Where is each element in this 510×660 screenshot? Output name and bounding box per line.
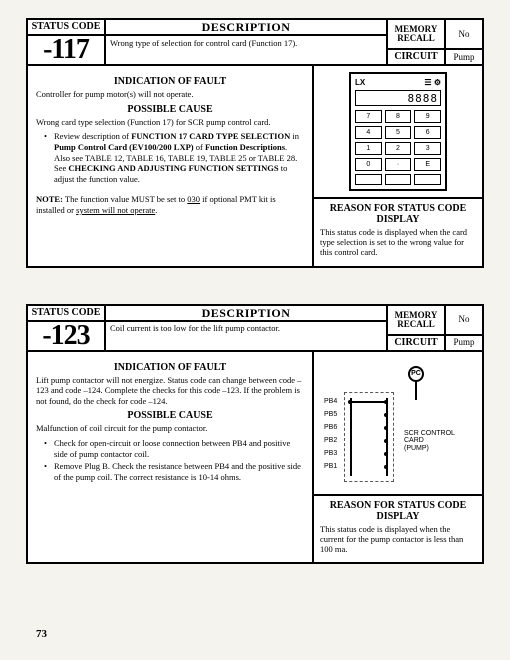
pb6-label: PB6 (324, 424, 337, 431)
left-column: INDICATION OF FAULT Controller for pump … (28, 66, 312, 266)
keypad-brand: LX (355, 78, 365, 87)
pb4-label: PB4 (324, 398, 337, 405)
pb1-label: PB1 (324, 463, 337, 470)
reason-text: This status code is displayed when the c… (320, 227, 476, 258)
keypad-fn-key (355, 174, 382, 185)
keypad-key: 4 (355, 126, 382, 139)
card-body: INDICATION OF FAULT Lift pump contactor … (28, 352, 482, 563)
pb5-label: PB5 (324, 411, 337, 418)
right-column: LX ☰ ⚙ 8888 7 8 9 4 5 6 1 2 3 0 (312, 66, 482, 266)
cause-bullet-1: Check for open-circuit or loose connecti… (54, 438, 304, 459)
spacer (106, 336, 388, 352)
memory-recall-label: MEMORY RECALL (388, 306, 446, 336)
right-column: PC PB4 PB5 PB6 PB2 PB3 PB1 SCR (312, 352, 482, 563)
keypad-key: 6 (414, 126, 441, 139)
pb2-label: PB2 (324, 437, 337, 444)
keypad-key: 2 (385, 142, 412, 155)
status-code-value: -123 (28, 322, 106, 352)
cause-bullet-1: Review description of FUNCTION 17 CARD T… (54, 131, 304, 184)
cause-bullet-2: Remove Plug B. Check the resistance betw… (54, 461, 304, 482)
keypad-key: 1 (355, 142, 382, 155)
indication-of-fault-title: INDICATION OF FAULT (36, 362, 304, 373)
memory-recall-value: No (446, 306, 482, 336)
fault-text: Controller for pump motor(s) will not op… (36, 89, 304, 100)
keypad-icon-glyph: ☰ ⚙ (424, 78, 441, 87)
keypad-key: 0 (355, 158, 382, 171)
circuit-label: CIRCUIT (388, 50, 446, 66)
description-label: DESCRIPTION (106, 20, 388, 36)
keypad-diagram: LX ☰ ⚙ 8888 7 8 9 4 5 6 1 2 3 0 (314, 66, 482, 197)
possible-cause-title: POSSIBLE CAUSE (36, 410, 304, 421)
left-column: INDICATION OF FAULT Lift pump contactor … (28, 352, 312, 563)
keypad-fn-key (414, 174, 441, 185)
keypad-key: 3 (414, 142, 441, 155)
circuit-value: Pump (446, 50, 482, 66)
card-body: INDICATION OF FAULT Controller for pump … (28, 66, 482, 266)
card-header: STATUS CODE DESCRIPTION MEMORY RECALL No… (28, 306, 482, 352)
note: NOTE: The function value MUST be set to … (36, 194, 304, 215)
status-card-117: STATUS CODE DESCRIPTION MEMORY RECALL No… (26, 18, 484, 268)
keypad-lcd: 8888 (355, 90, 441, 106)
reason-text: This status code is displayed when the c… (320, 524, 476, 555)
keypad-key: 5 (385, 126, 412, 139)
fault-text: Lift pump contactor will not energize. S… (36, 375, 304, 407)
ladder-icon: PC PB4 PB5 PB6 PB2 PB3 PB1 SCR (320, 358, 476, 488)
spacer (106, 50, 388, 66)
indication-of-fault-title: INDICATION OF FAULT (36, 76, 304, 87)
circuit-value: Pump (446, 336, 482, 352)
memory-recall-value: No (446, 20, 482, 50)
description-text: Coil current is too low for the lift pum… (106, 322, 388, 336)
reason-title: REASON FOR STATUS CODE DISPLAY (320, 203, 476, 225)
status-card-123: STATUS CODE DESCRIPTION MEMORY RECALL No… (26, 304, 484, 565)
cause-text: Malfunction of coil circuit for the pump… (36, 423, 304, 434)
status-code-value: -117 (28, 36, 106, 66)
reason-title: REASON FOR STATUS CODE DISPLAY (320, 500, 476, 522)
pb-ladder-diagram: PC PB4 PB5 PB6 PB2 PB3 PB1 SCR (314, 352, 482, 494)
cause-text: Wrong card type selection (Function 17) … (36, 117, 304, 128)
keypad-key: · (385, 158, 412, 171)
memory-recall-label: MEMORY RECALL (388, 20, 446, 50)
keypad-key: 8 (385, 110, 412, 123)
scr-label: SCR CONTROL CARD(PUMP) (404, 430, 476, 453)
pc-circle: PC (408, 366, 424, 382)
possible-cause-title: POSSIBLE CAUSE (36, 104, 304, 115)
keypad-key: 9 (414, 110, 441, 123)
keypad-fn-key (385, 174, 412, 185)
pb3-label: PB3 (324, 450, 337, 457)
page-number: 73 (36, 628, 47, 640)
keypad-key: 7 (355, 110, 382, 123)
reason-box: REASON FOR STATUS CODE DISPLAY This stat… (314, 197, 482, 266)
circuit-label: CIRCUIT (388, 336, 446, 352)
description-text: Wrong type of selection for control card… (106, 36, 388, 50)
keypad-key: E (414, 158, 441, 171)
card-header: STATUS CODE DESCRIPTION MEMORY RECALL No… (28, 20, 482, 66)
description-label: DESCRIPTION (106, 306, 388, 322)
keypad-icon: LX ☰ ⚙ 8888 7 8 9 4 5 6 1 2 3 0 (349, 72, 447, 191)
reason-box: REASON FOR STATUS CODE DISPLAY This stat… (314, 494, 482, 563)
